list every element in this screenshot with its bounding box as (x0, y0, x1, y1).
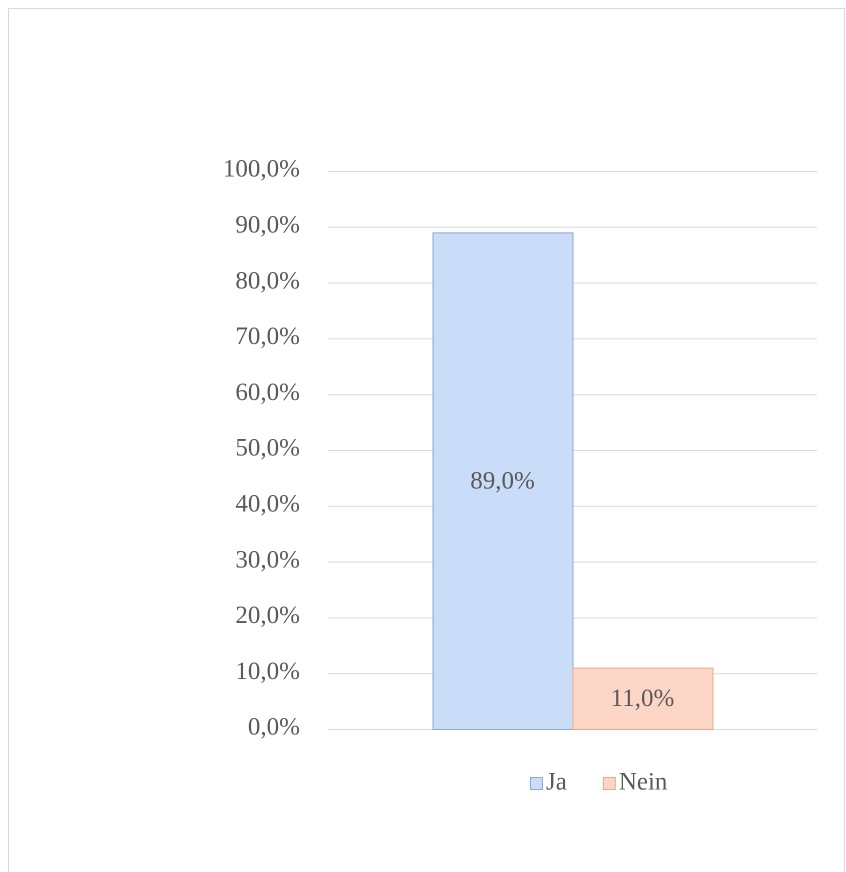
y-tick-label: 40,0% (235, 491, 300, 518)
chart-border (8, 8, 845, 872)
y-tick-label: 100,0% (223, 156, 300, 183)
y-tick-label: 10,0% (235, 658, 300, 685)
y-tick-label: 0,0% (248, 714, 300, 741)
legend-label: Nein (619, 769, 668, 796)
bar (432, 232, 574, 730)
y-tick-label: 70,0% (235, 323, 300, 350)
legend-swatch (530, 777, 543, 790)
y-tick-label: 20,0% (235, 602, 300, 629)
legend-label: Ja (546, 769, 567, 796)
y-tick-label: 50,0% (235, 435, 300, 462)
data-label: 11,0% (611, 685, 675, 712)
data-label: 89,0% (470, 467, 535, 494)
legend-swatch (602, 777, 616, 790)
y-tick-label: 90,0% (235, 212, 300, 239)
bar (572, 667, 714, 730)
y-tick-label: 30,0% (235, 546, 300, 573)
y-tick-label: 60,0% (235, 379, 300, 406)
y-tick-label: 80,0% (235, 267, 300, 294)
